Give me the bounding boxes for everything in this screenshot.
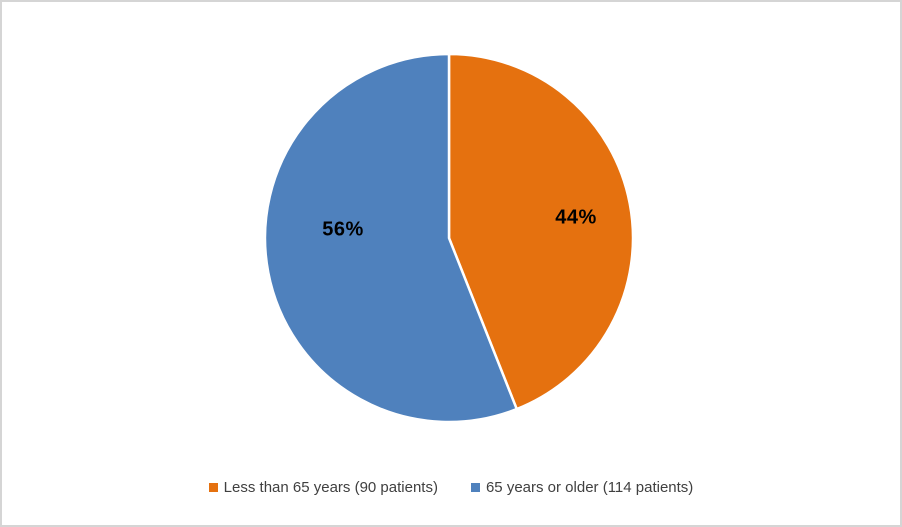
legend-marker-blue-icon [470, 483, 480, 492]
legend-item-65-or-older: 65 years or older (114 patients) [470, 479, 694, 496]
legend-label-65-or-older: 65 years or older (114 patients) [485, 479, 694, 496]
data-label-less-than-65: 44% [555, 206, 597, 229]
pie-slice-1 [263, 52, 518, 424]
data-label-65-or-older: 56% [322, 218, 364, 241]
legend: Less than 65 years (90 patients) 65 year… [2, 479, 900, 496]
legend-marker-orange-icon [208, 483, 218, 492]
legend-label-less-than-65: Less than 65 years (90 patients) [223, 479, 438, 496]
legend-item-less-than-65: Less than 65 years (90 patients) [208, 479, 438, 496]
pie-slice-0 [447, 52, 635, 411]
